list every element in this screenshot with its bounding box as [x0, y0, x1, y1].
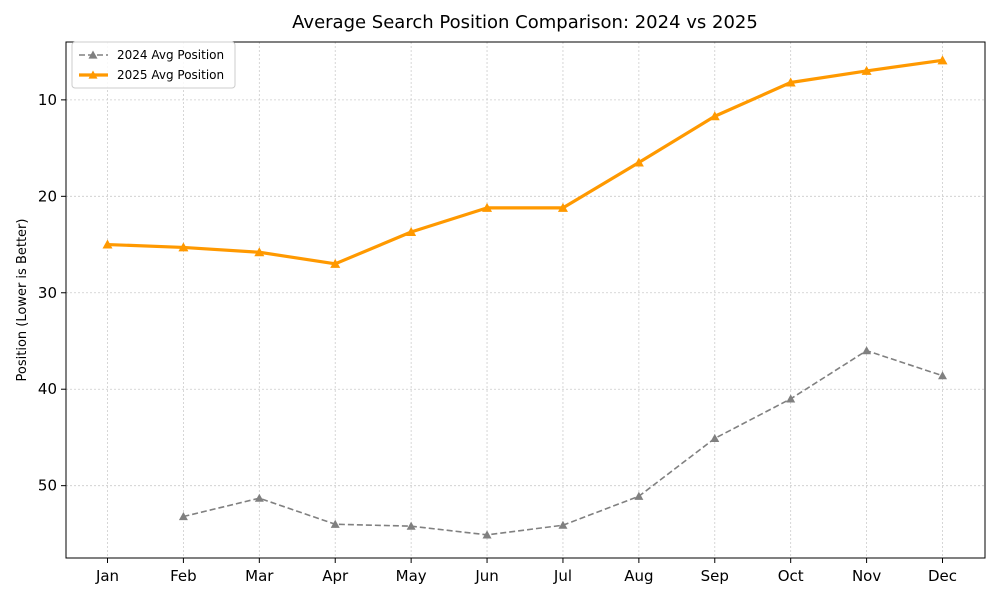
y-tick-label: 10 — [38, 91, 57, 109]
legend-marker — [88, 70, 98, 79]
legend-label: 2024 Avg Position — [117, 48, 224, 62]
x-tick-label: Dec — [928, 567, 957, 585]
data-point-marker — [710, 433, 720, 443]
data-point-marker — [102, 239, 113, 249]
y-axis: 10 20 30 40 50 — [38, 91, 66, 495]
data-point-marker — [937, 55, 948, 65]
data-point-marker — [861, 65, 872, 75]
data-point-marker — [633, 157, 644, 167]
x-tick-label: Jan — [95, 567, 119, 585]
y-tick-label: 20 — [38, 187, 57, 205]
series-2024 — [178, 346, 947, 539]
data-point-marker — [406, 521, 416, 530]
x-tick-label: Feb — [170, 567, 197, 585]
data-point-marker — [709, 111, 720, 121]
y-tick-label: 50 — [38, 477, 57, 495]
data-point-marker — [785, 77, 796, 87]
x-tick-label: Apr — [322, 567, 349, 585]
plot-area-frame — [65, 41, 986, 559]
data-point-marker — [786, 394, 796, 403]
legend-box — [71, 41, 236, 89]
series-line — [107, 58, 943, 266]
y-tick-label: 30 — [38, 284, 57, 302]
x-tick-label: Jul — [553, 567, 572, 585]
x-tick-label: Jun — [474, 567, 498, 585]
data-point-marker — [482, 202, 493, 212]
x-tick-label: Oct — [778, 567, 804, 585]
data-point-marker — [254, 247, 265, 257]
data-point-marker — [482, 530, 492, 539]
data-point-marker — [406, 227, 417, 237]
data-point-marker — [330, 258, 341, 268]
data-point-marker — [634, 491, 644, 500]
x-tick-label: May — [396, 567, 427, 585]
data-point-marker — [178, 242, 189, 252]
chart-title: Average Search Position Comparison: 2024… — [292, 12, 758, 33]
x-tick-label: Mar — [245, 567, 274, 585]
data-point-marker — [558, 520, 568, 529]
legend-item: 2024 Avg Position — [79, 48, 224, 62]
y-axis-label: Position (Lower is Better) — [15, 219, 30, 382]
legend-item: 2025 Avg Position — [79, 68, 224, 82]
series-2025 — [102, 55, 948, 268]
data-point-marker — [330, 519, 340, 528]
gridlines — [66, 42, 985, 558]
x-axis: Jan Feb Mar Apr May Jun Jul Aug Sep Oct Nov Dec — [95, 558, 957, 585]
data-point-marker — [254, 493, 264, 502]
data-point-marker — [938, 371, 947, 380]
legend-marker — [88, 50, 98, 59]
x-tick-label: Aug — [624, 567, 653, 585]
data-point-marker — [557, 202, 568, 212]
x-tick-label: Sep — [701, 567, 729, 585]
data-point-marker — [178, 512, 188, 521]
x-tick-label: Nov — [852, 567, 881, 585]
legend: 2024 Avg Position 2025 Avg Position — [71, 41, 236, 89]
data-point-marker — [862, 346, 872, 355]
y-tick-label: 40 — [38, 380, 57, 398]
series-layer — [102, 55, 948, 539]
legend-label: 2025 Avg Position — [117, 68, 224, 82]
